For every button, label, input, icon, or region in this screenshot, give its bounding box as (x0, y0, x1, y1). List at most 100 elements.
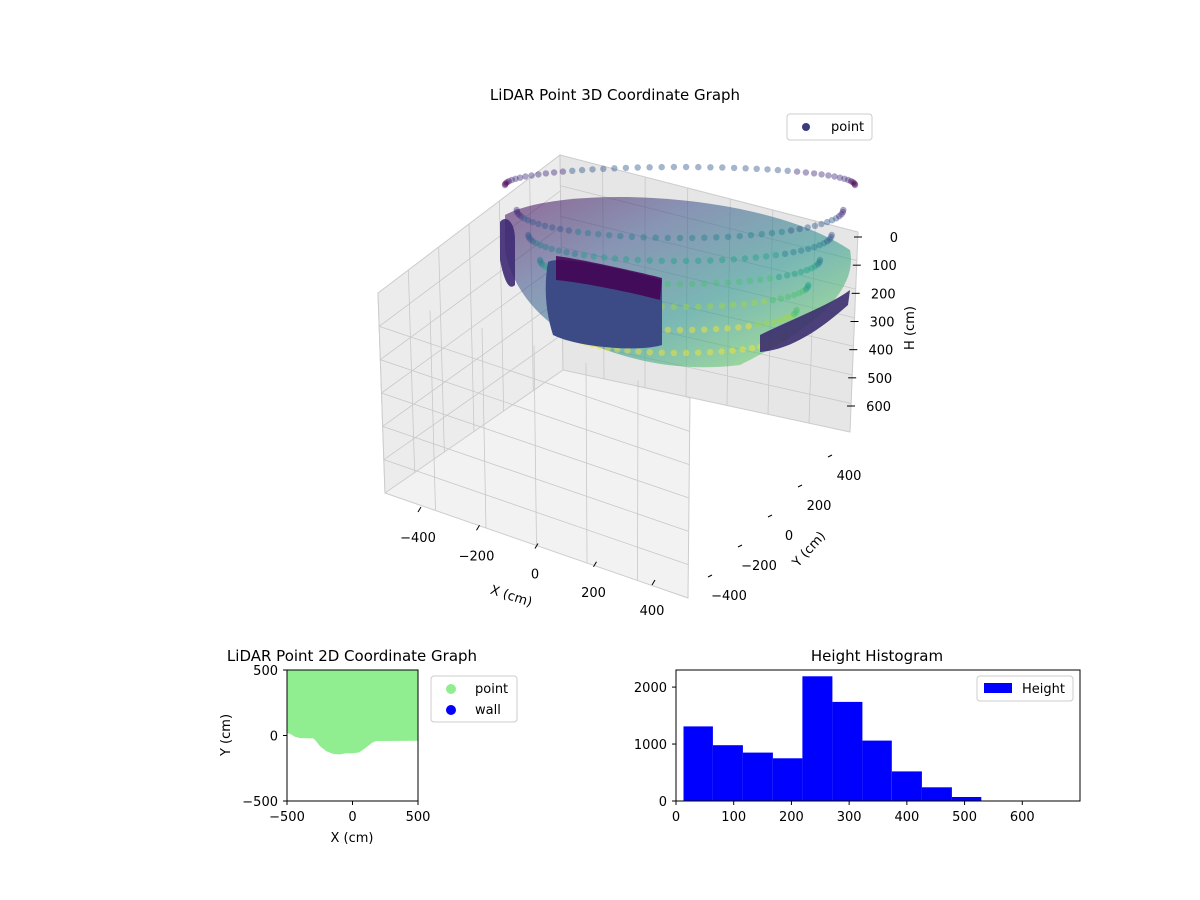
z-tick-label-3d: 600 (866, 400, 891, 415)
histogram-bars (683, 676, 982, 801)
legend-2d: point wall (430, 675, 518, 723)
point-marker (848, 178, 855, 185)
legend-histogram-label: Height (1022, 682, 1065, 697)
z-tick-label-3d: 400 (869, 344, 894, 359)
grid-line (383, 333, 563, 460)
point-marker (784, 167, 791, 174)
point-marker (646, 257, 653, 264)
point-marker (787, 313, 795, 320)
y-axis-label-2d: Y (cm) (219, 714, 234, 757)
point-marker (555, 247, 562, 254)
point-marker (537, 242, 544, 249)
y-axis-ticks-2d: 500 0 −500 (242, 664, 287, 810)
point-marker (640, 234, 647, 241)
point-marker (793, 306, 800, 314)
point-marker (515, 211, 522, 218)
point-marker (538, 261, 546, 268)
histogram-bar (921, 787, 952, 801)
point-marker (559, 168, 567, 175)
point-marker (796, 225, 803, 233)
point-marker (798, 268, 805, 276)
point-marker (701, 280, 708, 287)
point-marker (828, 231, 835, 239)
point-marker (670, 163, 678, 171)
y-tick-label-2d: −500 (242, 795, 278, 810)
point-marker (569, 167, 576, 174)
x-tick-label-3d: −200 (459, 549, 495, 564)
y-tick-mark-3d (797, 484, 803, 488)
point-marker (676, 234, 684, 242)
x-tick-label-histogram: 400 (894, 810, 919, 825)
y-tick-label-3d: 400 (837, 469, 862, 484)
histogram-bar (951, 797, 982, 801)
y-tick-label-histogram: 2000 (634, 681, 667, 696)
point-marker (658, 163, 665, 171)
point-marker (701, 234, 708, 241)
point-marker (791, 270, 798, 277)
grid-line (637, 380, 639, 581)
point-marker (783, 314, 790, 322)
point-marker (695, 349, 702, 356)
point-marker (799, 288, 807, 295)
legend-3d-marker (802, 123, 810, 131)
point-marker (777, 295, 785, 302)
point-marker (777, 316, 785, 324)
z-tick-label-3d: 200 (871, 287, 896, 302)
point-marker (730, 164, 738, 172)
point-marker (741, 300, 748, 308)
point-marker (516, 174, 524, 181)
y-tick-mark-3d (707, 574, 713, 578)
point-marker (652, 234, 659, 241)
point-marker (736, 278, 743, 285)
wall-center-top (556, 256, 662, 300)
point-marker (646, 349, 654, 356)
legend-2d-wall-marker (446, 705, 456, 715)
point-marker (541, 263, 548, 270)
histogram-bar (891, 771, 922, 801)
point-marker (611, 165, 618, 172)
y-axis-label-3d: Y (cm) (789, 529, 829, 571)
point-marker (766, 275, 774, 282)
z-axis-ticks-3d: 0 100 200 300 400 500 600 (847, 231, 898, 415)
point-marker (729, 347, 736, 354)
point-marker (778, 228, 785, 236)
point-marker (792, 308, 800, 316)
point-marker (624, 347, 631, 354)
point-marker (730, 301, 737, 309)
point-marker (635, 348, 642, 355)
point-marker (805, 245, 812, 253)
point-marker (707, 164, 714, 171)
point-marker (802, 169, 810, 176)
point-marker (826, 236, 833, 243)
histogram-bar (802, 676, 833, 801)
point-marker (811, 243, 818, 251)
point-marker (730, 256, 737, 263)
point-marker (682, 303, 690, 311)
chart-title-histogram: Height Histogram (811, 647, 943, 665)
y-axis-ticks-histogram: 0 1000 2000 (634, 681, 676, 810)
point-marker (804, 283, 811, 291)
point-marker (735, 324, 742, 331)
y-tick-mark-3d (737, 544, 743, 548)
point-marker (811, 222, 819, 229)
point-marker (832, 215, 840, 222)
point-marker (664, 234, 671, 242)
point-marker (787, 227, 795, 234)
point-marker (764, 166, 771, 173)
x-tick-mark-3d (417, 506, 422, 513)
point-marker (527, 236, 534, 243)
y-tick-label-2d: 0 (270, 730, 278, 745)
legend-3d-box (786, 113, 873, 141)
scatter-3d-chart: LiDAR Point 3D Coordinate Graph −400 −200… (377, 86, 918, 619)
point-marker (707, 303, 714, 310)
point-marker (600, 165, 607, 172)
legend-3d: point (786, 113, 873, 141)
point-marker (517, 213, 524, 220)
point-marker (818, 220, 825, 228)
point-marker (824, 238, 831, 245)
histogram-chart: Height Histogram 0 100 200 300 400 500 600 0 10… (634, 647, 1081, 825)
histogram-bar (683, 726, 713, 801)
point-marker (769, 297, 777, 304)
point-marker (676, 280, 684, 288)
y-tick-mark-3d (827, 454, 833, 458)
